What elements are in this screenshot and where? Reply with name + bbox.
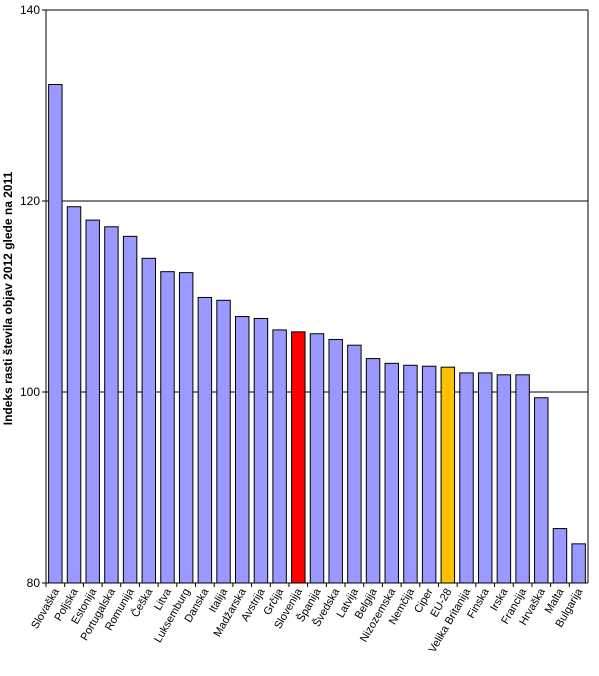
bar <box>85 219 100 584</box>
bar <box>66 206 82 584</box>
y-tick-label: 80 <box>27 576 41 590</box>
bar <box>197 296 213 584</box>
bar <box>440 366 456 584</box>
bar <box>571 543 586 584</box>
bar <box>104 226 119 584</box>
bar <box>328 338 343 584</box>
y-tick-label: 120 <box>20 194 40 208</box>
y-tick-label: 100 <box>20 385 40 399</box>
bar <box>272 329 287 584</box>
y-tick-label: 140 <box>20 3 40 17</box>
bar <box>309 333 325 584</box>
bar <box>291 331 306 584</box>
y-axis-label: Indeks rasti števila objav 2012 glede na… <box>1 171 15 425</box>
bar <box>534 397 549 584</box>
bars <box>48 83 586 584</box>
bar <box>459 372 474 584</box>
bar <box>216 299 231 584</box>
bar <box>477 372 493 584</box>
bar <box>253 317 269 584</box>
bar <box>235 316 250 584</box>
bar <box>347 344 362 584</box>
axes <box>42 9 589 587</box>
bar <box>496 374 512 584</box>
bar <box>48 83 63 584</box>
bar <box>122 235 138 584</box>
bar <box>421 365 437 584</box>
bar <box>365 358 381 584</box>
bar <box>384 362 399 584</box>
bar <box>141 257 157 584</box>
bar <box>178 272 194 584</box>
bar <box>552 528 568 584</box>
y-tick-labels: 80 100 120 140 <box>20 3 40 590</box>
bar <box>403 364 418 584</box>
bar <box>515 374 530 584</box>
bar <box>160 271 175 584</box>
x-category-labels: SlovaškaPoljskaEstonijaPortugalskaRomuni… <box>29 585 585 655</box>
